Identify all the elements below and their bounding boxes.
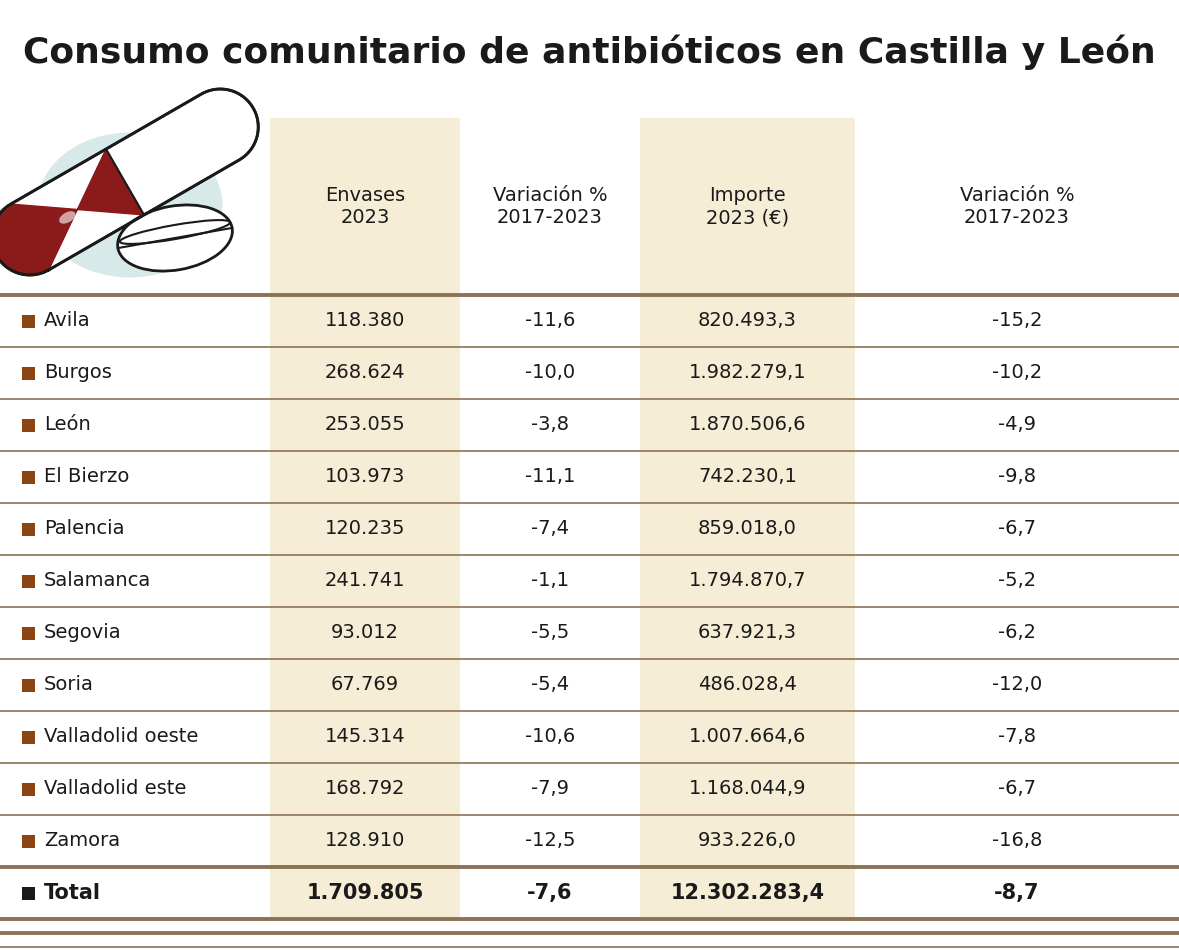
Bar — [22, 522, 35, 536]
Bar — [22, 783, 35, 795]
Text: -7,6: -7,6 — [527, 883, 573, 903]
Text: -3,8: -3,8 — [531, 415, 569, 434]
Text: -11,1: -11,1 — [525, 467, 575, 486]
Text: 118.380: 118.380 — [324, 312, 406, 331]
Text: 253.055: 253.055 — [324, 415, 406, 434]
Bar — [22, 419, 35, 431]
Text: 1.794.870,7: 1.794.870,7 — [689, 572, 806, 591]
Text: 637.921,3: 637.921,3 — [698, 623, 797, 642]
Text: Palencia: Palencia — [44, 520, 125, 539]
Text: -4,9: -4,9 — [997, 415, 1036, 434]
Ellipse shape — [38, 132, 223, 277]
Text: 859.018,0: 859.018,0 — [698, 520, 797, 539]
Bar — [22, 886, 35, 900]
Text: 268.624: 268.624 — [324, 364, 406, 383]
Bar — [22, 834, 35, 847]
Text: Variación %
2017-2023: Variación % 2017-2023 — [493, 186, 607, 227]
Text: León: León — [44, 415, 91, 434]
Bar — [22, 731, 35, 744]
Text: 67.769: 67.769 — [331, 675, 399, 694]
Text: 1.870.506,6: 1.870.506,6 — [689, 415, 806, 434]
Text: Importe
2023 (€): Importe 2023 (€) — [706, 186, 789, 227]
Text: 820.493,3: 820.493,3 — [698, 312, 797, 331]
Bar — [270, 118, 460, 919]
Ellipse shape — [59, 211, 75, 223]
Text: 12.302.283,4: 12.302.283,4 — [671, 883, 824, 903]
Text: -7,4: -7,4 — [531, 520, 569, 539]
Text: -5,5: -5,5 — [531, 623, 569, 642]
Text: Zamora: Zamora — [44, 831, 120, 850]
Text: Avila: Avila — [44, 312, 91, 331]
Text: -5,2: -5,2 — [997, 572, 1036, 591]
Text: 103.973: 103.973 — [324, 467, 406, 486]
Text: -8,7: -8,7 — [994, 883, 1040, 903]
Text: 168.792: 168.792 — [324, 780, 406, 799]
Bar — [22, 678, 35, 692]
Text: Valladolid oeste: Valladolid oeste — [44, 728, 198, 747]
Text: Burgos: Burgos — [44, 364, 112, 383]
Text: -10,6: -10,6 — [525, 728, 575, 747]
Ellipse shape — [118, 205, 232, 271]
Text: Envases
2023: Envases 2023 — [325, 186, 406, 227]
Text: Variación %
2017-2023: Variación % 2017-2023 — [960, 186, 1074, 227]
Text: -6,7: -6,7 — [997, 520, 1036, 539]
Text: El Bierzo: El Bierzo — [44, 467, 130, 486]
Text: -7,9: -7,9 — [531, 780, 569, 799]
Bar — [22, 367, 35, 379]
Text: -10,0: -10,0 — [525, 364, 575, 383]
Text: 486.028,4: 486.028,4 — [698, 675, 797, 694]
Bar — [22, 314, 35, 328]
Bar — [640, 118, 855, 919]
Text: 145.314: 145.314 — [324, 728, 406, 747]
Text: -7,8: -7,8 — [997, 728, 1036, 747]
Text: 1.007.664,6: 1.007.664,6 — [689, 728, 806, 747]
Text: -6,2: -6,2 — [997, 623, 1036, 642]
Text: 128.910: 128.910 — [324, 831, 406, 850]
Text: Segovia: Segovia — [44, 623, 121, 642]
Text: -16,8: -16,8 — [992, 831, 1042, 850]
Text: 1.709.805: 1.709.805 — [307, 883, 423, 903]
Text: -15,2: -15,2 — [992, 312, 1042, 331]
Polygon shape — [0, 149, 144, 275]
Text: 742.230,1: 742.230,1 — [698, 467, 797, 486]
Text: -5,4: -5,4 — [531, 675, 569, 694]
Text: -9,8: -9,8 — [997, 467, 1036, 486]
Text: Salamanca: Salamanca — [44, 572, 151, 591]
Text: 1.982.279,1: 1.982.279,1 — [689, 364, 806, 383]
Text: -10,2: -10,2 — [992, 364, 1042, 383]
Text: -12,0: -12,0 — [992, 675, 1042, 694]
Text: Valladolid este: Valladolid este — [44, 780, 186, 799]
Text: 93.012: 93.012 — [331, 623, 399, 642]
Text: Soria: Soria — [44, 675, 94, 694]
Text: -1,1: -1,1 — [531, 572, 569, 591]
Text: Total: Total — [44, 883, 101, 903]
Text: 1.168.044,9: 1.168.044,9 — [689, 780, 806, 799]
Bar — [22, 575, 35, 587]
Text: Consumo comunitario de antibióticos en Castilla y León: Consumo comunitario de antibióticos en C… — [24, 34, 1155, 69]
Text: 933.226,0: 933.226,0 — [698, 831, 797, 850]
Bar — [22, 626, 35, 639]
Text: 241.741: 241.741 — [324, 572, 406, 591]
Text: -11,6: -11,6 — [525, 312, 575, 331]
Bar — [22, 470, 35, 484]
Polygon shape — [0, 89, 258, 275]
Text: -6,7: -6,7 — [997, 780, 1036, 799]
Text: -12,5: -12,5 — [525, 831, 575, 850]
Text: 120.235: 120.235 — [324, 520, 406, 539]
